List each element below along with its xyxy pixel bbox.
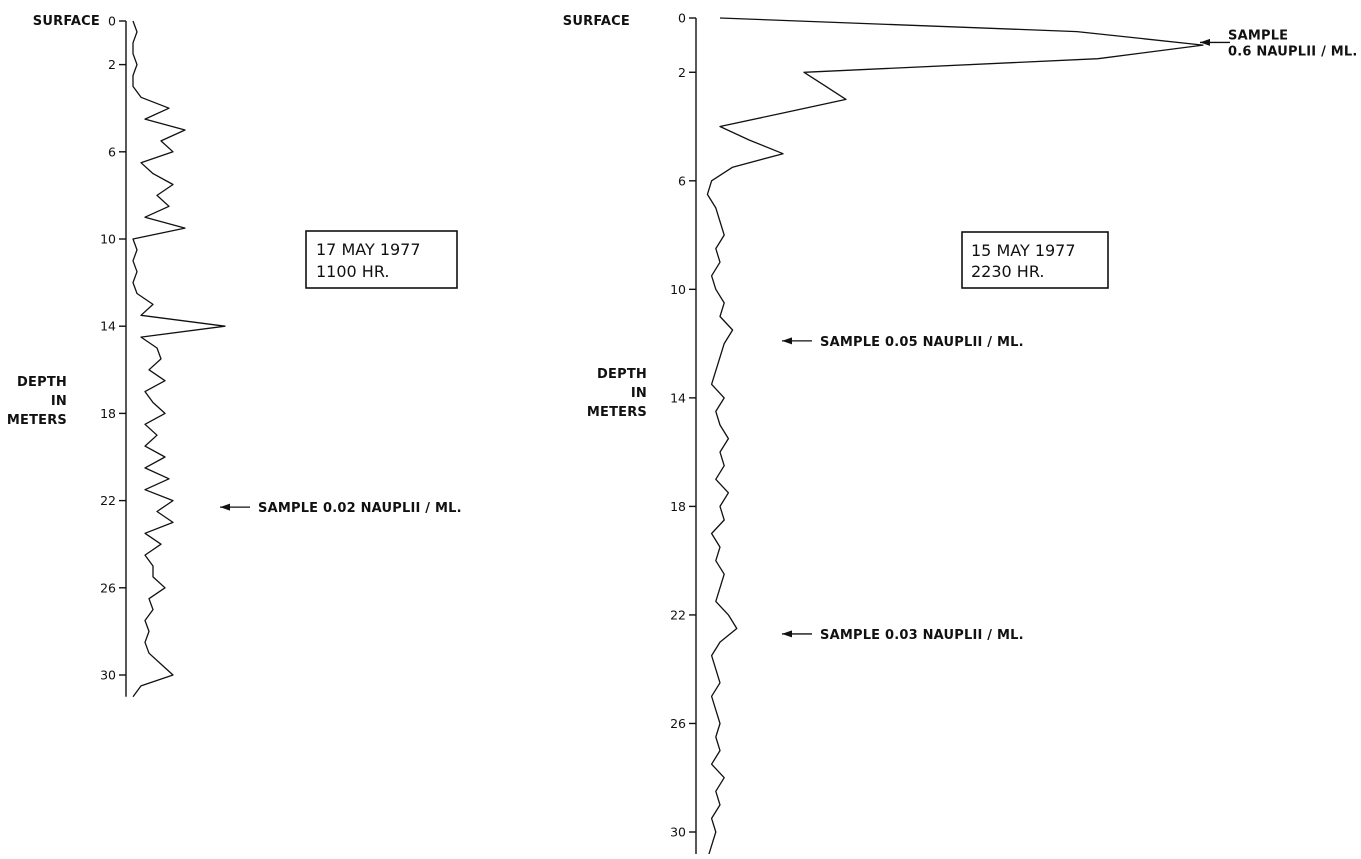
left-ylabel-line-1: DEPTH <box>17 375 67 390</box>
y-tick-label: 10 <box>100 232 116 247</box>
left-surface-label: SURFACE <box>33 14 100 29</box>
y-tick-label: 0 <box>678 11 686 26</box>
y-tick-label: 18 <box>100 406 116 421</box>
left-date-box <box>305 230 458 289</box>
annotation-text: SAMPLE 0.02 NAUPLII / ML. <box>258 501 462 516</box>
right-ylabel-line-3: METERS <box>587 405 647 420</box>
left-date-line-1: 17 MAY 1977 <box>316 240 421 259</box>
y-tick-label: 30 <box>100 668 116 683</box>
y-tick-label: 6 <box>108 144 116 159</box>
annotation-text: SAMPLE <box>1228 28 1288 43</box>
left-annotations: SAMPLE 0.02 NAUPLII / ML. <box>220 501 462 516</box>
right-date-line-1: 15 MAY 1977 <box>971 241 1076 260</box>
y-tick-label: 14 <box>670 390 686 405</box>
left-date-line-2: 1100 HR. <box>316 262 389 281</box>
y-tick-label: 2 <box>108 57 116 72</box>
right-profile-line <box>706 17 1204 859</box>
y-tick-label: 10 <box>670 282 686 297</box>
annotation-arrow-head <box>782 630 792 638</box>
annotation-text: SAMPLE 0.03 NAUPLII / ML. <box>820 628 1024 643</box>
left-panel: SURFACE DEPTH IN METERS 026101418222630 … <box>7 14 462 698</box>
y-tick-label: 30 <box>670 825 686 840</box>
y-tick-label: 22 <box>670 607 686 622</box>
right-surface-label: SURFACE <box>563 14 630 29</box>
annotation-arrow-head <box>1200 38 1210 46</box>
right-date-line-2: 2230 HR. <box>971 262 1044 281</box>
y-tick-label: 14 <box>100 319 116 334</box>
left-profile-line <box>132 20 226 698</box>
right-panel: SURFACE DEPTH IN METERS 026101418222630 … <box>563 11 1358 859</box>
right-date-box <box>961 231 1109 289</box>
y-tick-label: 18 <box>670 499 686 514</box>
y-tick-label: 6 <box>678 173 686 188</box>
y-tick-label: 26 <box>670 716 686 731</box>
right-ylabel-line-2: IN <box>631 386 647 401</box>
annotation-arrow-head <box>782 337 792 345</box>
y-tick-label: 26 <box>100 580 116 595</box>
y-tick-label: 2 <box>678 65 686 80</box>
annotation-arrow-head <box>220 503 230 511</box>
left-ylabel-line-2: IN <box>51 394 67 409</box>
y-tick-label: 0 <box>108 14 116 29</box>
annotation-text: SAMPLE 0.05 NAUPLII / ML. <box>820 335 1024 350</box>
right-ylabel-line-1: DEPTH <box>597 367 647 382</box>
y-tick-label: 22 <box>100 493 116 508</box>
annotation-text: 0.6 NAUPLII / ML. <box>1228 44 1358 59</box>
left-ylabel-line-3: METERS <box>7 413 67 428</box>
